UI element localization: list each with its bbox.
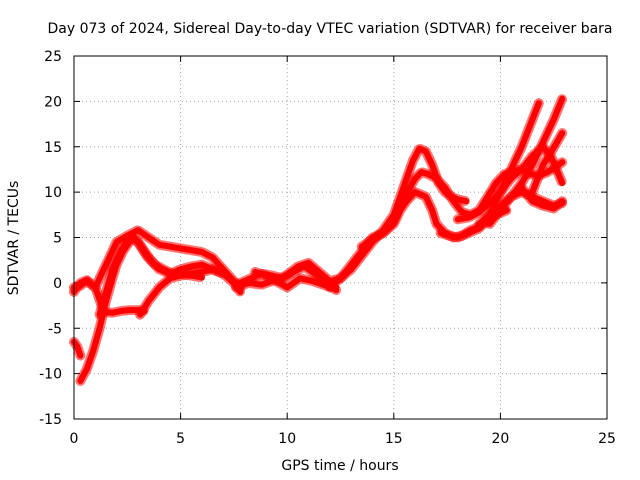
- series-markers-satellite-track-17: [516, 182, 568, 214]
- chart-title: Day 073 of 2024, Sidereal Day-to-day VTE…: [47, 21, 612, 37]
- y-tick-label: 20: [44, 94, 62, 110]
- x-tick-labels: 0 5 10 15 20 25: [70, 431, 616, 447]
- y-tick-label: 10: [44, 185, 62, 201]
- x-tick-label: 0: [70, 431, 79, 447]
- series-markers-satellite-track-16: [527, 128, 568, 198]
- x-tick-label: 20: [491, 431, 509, 447]
- y-tick-label: -10: [39, 367, 62, 383]
- series-markers-satellite-track-13: [452, 141, 568, 225]
- y-tick-label: 0: [53, 276, 62, 292]
- y-tick-label: 15: [44, 140, 62, 156]
- y-axis-title: SDTVAR / TECUs: [6, 181, 22, 296]
- x-tick-label: 25: [598, 431, 616, 447]
- plot-frame: [73, 55, 608, 420]
- y-tick-label: -15: [39, 412, 62, 428]
- x-tick-label: 5: [176, 431, 185, 447]
- y-tick-label: 5: [53, 231, 62, 247]
- x-axis-title: GPS time / hours: [281, 458, 398, 474]
- series-markers-satellite-track-3: [69, 336, 86, 361]
- y-tick-label: -5: [48, 321, 62, 337]
- series-markers-satellite-track-6: [135, 264, 246, 320]
- series-markers-satellite-track-8: [231, 273, 342, 293]
- series-markers-satellite-track-15: [484, 93, 568, 229]
- series-group: [69, 93, 568, 386]
- x-tick-label: 10: [278, 431, 296, 447]
- y-tick-labels: -15 -10 -5 0 5 10 15 20 25: [39, 49, 62, 428]
- x-tick-label: 15: [385, 431, 403, 447]
- y-tick-label: 25: [44, 49, 62, 65]
